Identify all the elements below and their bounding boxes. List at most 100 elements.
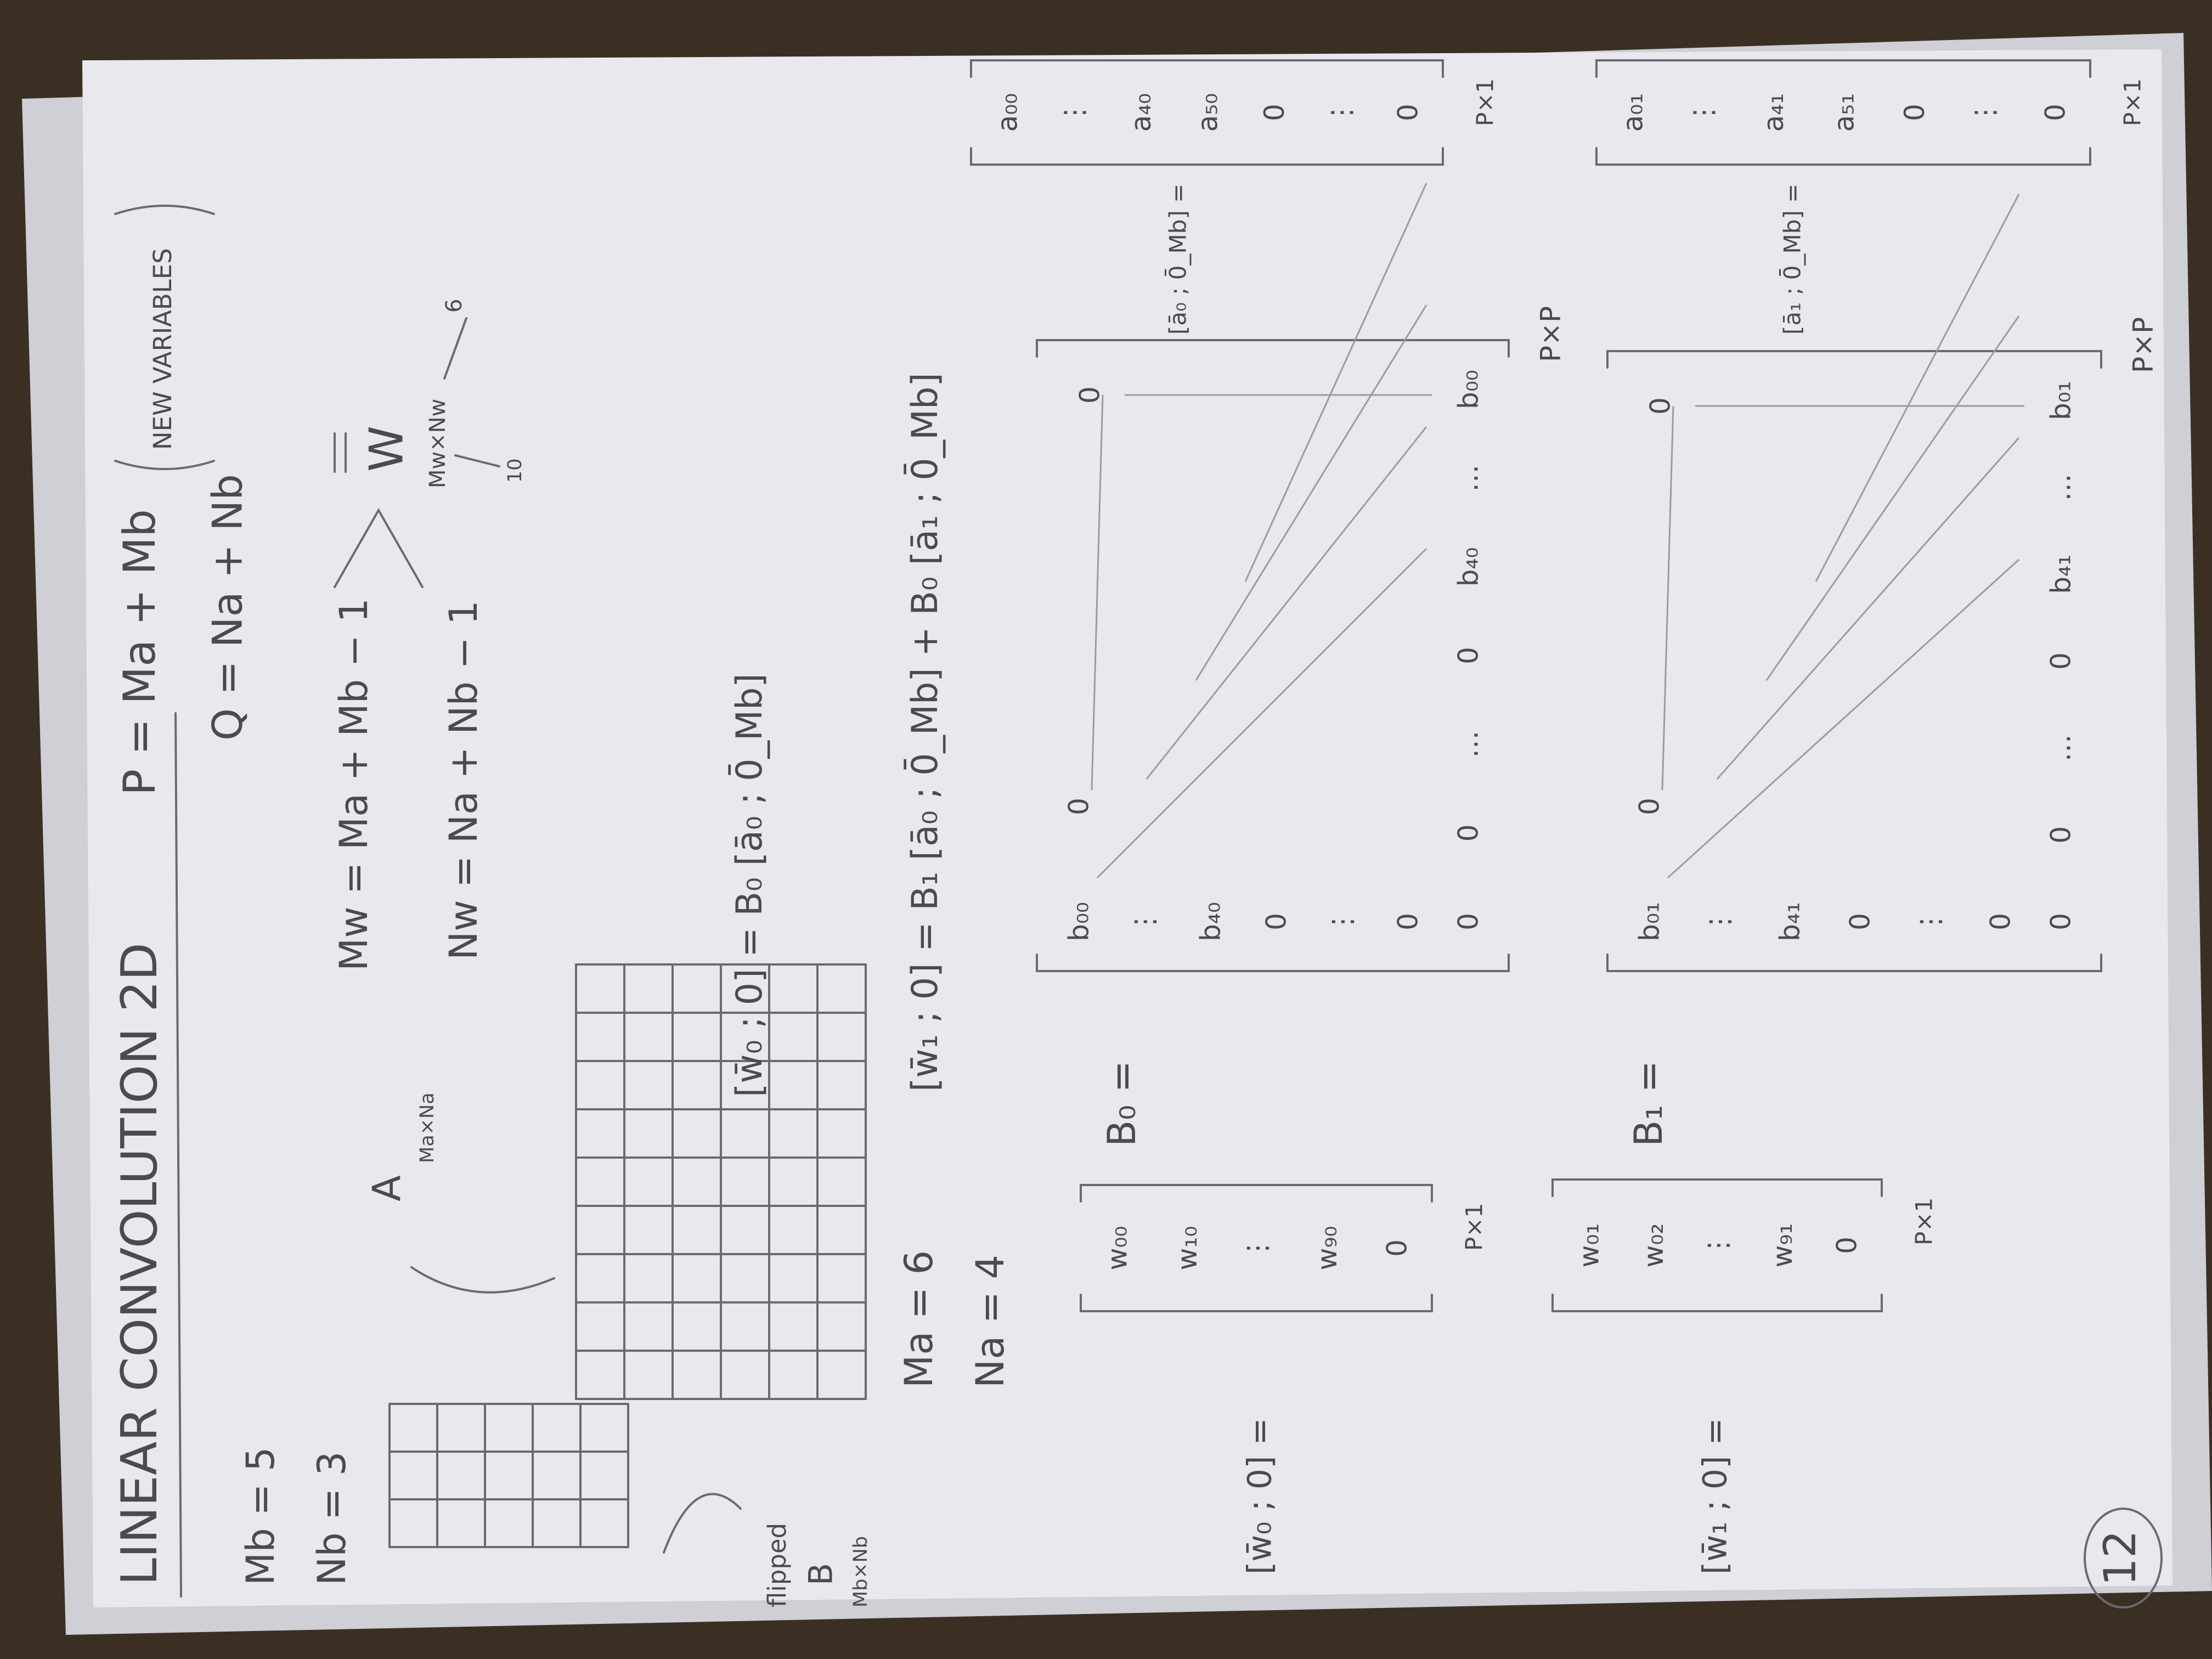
- bracket-left: [1080, 1294, 1433, 1312]
- bracket-right: [1606, 350, 2102, 369]
- matrix-entry: 0: [1453, 824, 1485, 842]
- bracket-right: [970, 59, 1444, 78]
- vector-entry: a₄₀: [1125, 93, 1157, 132]
- matrix-entry: b₄₁: [1774, 902, 1806, 941]
- size-label: P×1: [1911, 1198, 1938, 1245]
- vector-entry: 0: [2040, 104, 2072, 121]
- matrix-entry: 0: [1074, 386, 1106, 404]
- vector-entry: 0: [1392, 104, 1424, 121]
- vector-entry: w₀₀: [1102, 1226, 1133, 1271]
- vector-entry: ⋮: [1242, 1234, 1273, 1262]
- note: NEW VARIABLES: [148, 248, 177, 450]
- matrix-entry: ⋮: [1704, 908, 1736, 935]
- vector-entry: 0: [1259, 104, 1290, 121]
- arrow-right: [334, 507, 424, 588]
- matrix-entry: 0: [1063, 798, 1095, 815]
- matrix-label: B: [802, 1563, 840, 1585]
- definition: Nb = 3: [309, 1452, 354, 1586]
- bracket-left: [1551, 1294, 1883, 1312]
- vector-entry: ⋮: [1325, 99, 1357, 126]
- diagonal-line: [1244, 183, 1427, 582]
- bracket-right: [1036, 339, 1510, 358]
- arrow: [443, 317, 500, 467]
- matrix-entry: 0: [1985, 913, 2017, 930]
- size-label: P×1: [1461, 1203, 1488, 1251]
- arrow-curve: [663, 1493, 742, 1554]
- matrix-entry: ⋮: [1129, 908, 1161, 935]
- matrix-label: W: [359, 426, 414, 472]
- matrix-entry: …: [1453, 465, 1485, 492]
- matrix-entry: b₀₀: [1453, 370, 1485, 409]
- matrix-entry: b₀₀: [1063, 902, 1095, 941]
- matrix-entry: 0: [1453, 647, 1485, 664]
- vector-entry: ⋮: [1702, 1232, 1734, 1259]
- diagonal-line: [1765, 315, 2020, 681]
- definition: Mw = Ma + Mb − 1: [331, 598, 376, 971]
- matrix-entry: …: [2045, 473, 2077, 501]
- vector-lhs: [ā₁ ; 0̄_Mb] =: [1778, 184, 1806, 335]
- matrix-lhs: B₁ =: [1626, 1060, 1671, 1147]
- matrix-entry: …: [1453, 731, 1485, 758]
- vector-entry: a₀₀: [992, 93, 1024, 132]
- definition: P = Ma + Mb: [114, 509, 165, 795]
- definition: Nw = Na + Nb − 1: [441, 600, 486, 960]
- notes: LINEAR CONVOLUTION 2D Mb = 5 Nb = 3 P = Ma …: [111, 59, 2163, 1609]
- vector-entry: a₄₁: [1758, 93, 1790, 132]
- equation: [w̄₁ ; 0] = B₁ [ā₀ ; 0̄_Mb] + B₀ [ā₁ ; 0…: [904, 373, 946, 1092]
- diagonal-line: [1815, 194, 2020, 582]
- vector-entry: a₅₁: [1829, 93, 1860, 132]
- size-label: P×1: [1472, 78, 1499, 126]
- arrow-curve: [410, 1266, 555, 1294]
- vector-entry: 0: [1831, 1237, 1863, 1254]
- size-label: Mb×Nb: [850, 1536, 872, 1607]
- matrix-entry: ⋮: [1327, 908, 1358, 935]
- matrix-entry: 0: [1645, 397, 1677, 415]
- size-label: 10: [504, 458, 526, 483]
- vector-entry: w₉₁: [1767, 1223, 1798, 1268]
- bracket-right: [1551, 1178, 1883, 1197]
- vector-entry: w₀₂: [1638, 1223, 1669, 1268]
- matrix-entry: 0: [1453, 913, 1485, 930]
- boundary-line: [1661, 405, 1674, 791]
- diagonal-line: [1667, 558, 2020, 879]
- diagonal-line: [1096, 548, 1427, 879]
- matrix-entry: 0: [1844, 913, 1876, 930]
- size-label: Mw×Nw: [425, 399, 450, 488]
- matrix-lhs: B₀ =: [1099, 1060, 1144, 1147]
- matrix-entry: b₄₀: [1453, 547, 1485, 586]
- diagonal-line: [1195, 304, 1427, 681]
- title: LINEAR CONVOLUTION 2D: [111, 943, 168, 1585]
- matrix-entry: b₄₀: [1195, 902, 1227, 941]
- bracket-left: [1595, 147, 2091, 166]
- matrix-entry: ⋮: [1915, 908, 1946, 935]
- definition: Mb = 5: [238, 1447, 283, 1585]
- paper: [82, 49, 2172, 1607]
- matrix-label: A: [364, 1175, 409, 1201]
- vector-entry: w₁₀: [1171, 1226, 1203, 1271]
- vector-entry: 0: [1899, 104, 1931, 121]
- matrix-entry: 0: [1634, 798, 1666, 815]
- page-number: 12: [2095, 1530, 2146, 1586]
- boundary-line: [1091, 394, 1104, 791]
- vector-entry: ⋮: [1969, 99, 2001, 126]
- vector-entry: 0: [1381, 1239, 1413, 1257]
- bracket-left: [1606, 953, 2102, 972]
- diagonal-line: [1146, 426, 1427, 780]
- diagonal-line: [1716, 437, 2020, 780]
- note: flipped: [763, 1523, 792, 1607]
- vector-lhs: [ā₀ ; 0̄_Mb] =: [1164, 184, 1192, 335]
- matrix-entry: b₀₁: [2045, 381, 2077, 420]
- title-underline: [174, 712, 182, 1598]
- size-label: Ma×Na: [416, 1092, 438, 1163]
- size-label: P×1: [2119, 78, 2146, 126]
- matrix-entry: 0: [1392, 913, 1424, 930]
- vector-lhs: [w̄₀ ; 0] =: [1241, 1418, 1279, 1575]
- vector-entry: ⋮: [1058, 99, 1090, 126]
- definition: Ma = 6: [896, 1250, 941, 1388]
- note-paren: [114, 205, 215, 470]
- matrix-entry: 0: [2045, 652, 2077, 670]
- vector-entry: ⋮: [1688, 99, 1719, 126]
- vector-entry: w₀₁: [1573, 1223, 1605, 1268]
